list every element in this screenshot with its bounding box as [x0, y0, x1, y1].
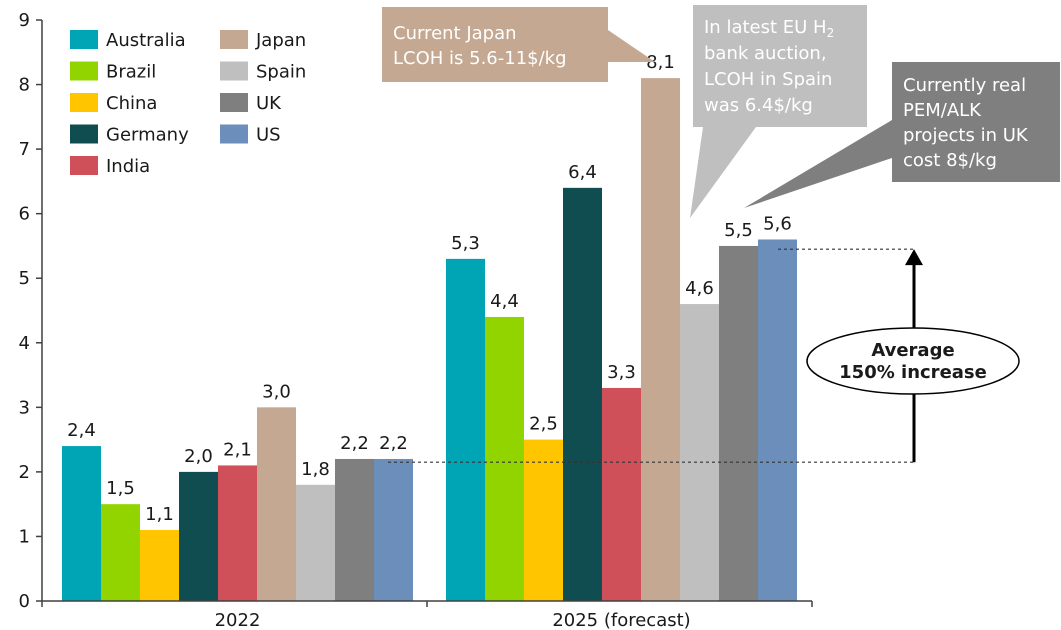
bar-china-1: [524, 439, 563, 601]
callout-uk: [744, 62, 1060, 208]
average-increase-text: Average: [871, 340, 954, 361]
legend-label: US: [256, 125, 281, 146]
data-label: 2,4: [67, 420, 96, 441]
data-label: 2,5: [529, 414, 558, 435]
data-label: 5,6: [763, 213, 792, 234]
legend-label: UK: [256, 93, 282, 114]
y-tick-label: 5: [19, 268, 30, 289]
bar-uk-1: [719, 245, 758, 601]
data-label: 4,6: [685, 278, 714, 299]
increase-arrow-head: [905, 249, 923, 266]
average-increase-ellipse: [806, 327, 1020, 395]
callout-japan-text: LCOH is 5.6-11$/kg: [393, 48, 567, 69]
data-label: 1,8: [301, 459, 330, 480]
y-tick-label: 0: [19, 591, 30, 612]
callout-uk-text: cost 8$/kg: [903, 150, 997, 171]
legend-swatch: [220, 30, 248, 49]
bar-brazil-0: [101, 504, 140, 601]
y-tick-label: 3: [19, 397, 30, 418]
legend-label: Australia: [106, 30, 186, 51]
data-label: 2,2: [379, 433, 408, 454]
legend-swatch: [70, 124, 98, 144]
callout-spain-text: In latest EU H2: [704, 17, 834, 40]
callout-spain: [690, 5, 867, 218]
legend-swatch: [70, 156, 98, 175]
legend-swatch: [220, 61, 248, 81]
legend-label: Spain: [256, 62, 306, 83]
bar-australia-1: [446, 258, 485, 601]
bar-india-1: [602, 387, 641, 601]
bar-us-0: [374, 458, 413, 601]
legend-swatch: [70, 61, 98, 81]
data-label: 3,0: [262, 381, 291, 402]
y-tick-label: 7: [19, 139, 30, 160]
legend-swatch: [70, 30, 98, 49]
bar-china-0: [140, 529, 179, 601]
bar-spain-0: [296, 484, 335, 601]
bar-india-0: [218, 465, 257, 601]
axes-layer: 0 1 2 3 4 5 6 7 8 9 2022 2025 (forecast): [19, 10, 813, 630]
legend-swatch: [70, 93, 98, 112]
data-label: 6,4: [568, 162, 597, 183]
legend-label: Brazil: [106, 62, 156, 83]
bar-australia-0: [62, 446, 101, 601]
data-label: 5,5: [724, 220, 753, 241]
bar-brazil-1: [485, 316, 524, 601]
callout-spain-text: LCOH in Spain: [704, 69, 832, 90]
legend-label: China: [106, 93, 157, 114]
bars-layer: [62, 78, 797, 602]
data-label: 2,1: [223, 439, 252, 460]
bar-germany-0: [179, 471, 218, 601]
callout-spain-text: bank auction,: [704, 43, 827, 64]
callout-spain-text: was 6.4$/kg: [704, 95, 813, 116]
data-labels-layer: 2,4 5,3 1,5 4,4 1,1 2,5 2,0 6,4 2,1 3,3 3,0 8,1 1,8 4…: [67, 52, 792, 525]
legend-label: Germany: [106, 125, 189, 146]
x-category-label: 2025 (forecast): [552, 610, 690, 630]
data-label: 3,3: [607, 362, 636, 383]
y-tick-label: 1: [19, 526, 30, 547]
bar-uk-0: [335, 458, 374, 601]
legend-swatch: [220, 93, 248, 112]
legend: Australia Brazil China Germany India Japan Spa…: [70, 30, 306, 177]
bar-germany-1: [563, 187, 602, 601]
data-label: 5,3: [451, 233, 480, 254]
callout-japan: [382, 7, 655, 82]
y-tick-label: 8: [19, 75, 30, 96]
data-label: 8,1: [646, 52, 675, 73]
data-label: 1,1: [145, 504, 174, 525]
y-tick-label: 4: [19, 333, 30, 354]
y-tick-label: 9: [19, 10, 30, 31]
annotations-layer: Current Japan LCOH is 5.6-11$/kg In latest…: [382, 5, 1060, 463]
average-increase-text: 150% increase: [839, 362, 987, 383]
data-label: 4,4: [490, 291, 519, 312]
callout-uk-text: PEM/ALK: [903, 100, 982, 121]
data-label: 2,0: [184, 446, 213, 467]
bar-us-1: [758, 239, 797, 601]
bar-japan-1: [641, 78, 680, 602]
legend-swatch: [220, 124, 248, 144]
callout-spain-subscript: 2: [827, 26, 835, 40]
bar-spain-1: [680, 304, 719, 601]
x-category-label: 2022: [215, 610, 261, 630]
data-label: 2,2: [340, 433, 369, 454]
y-tick-label: 6: [19, 204, 30, 225]
legend-label: Japan: [255, 30, 306, 51]
bar-japan-0: [257, 407, 296, 601]
legend-label: India: [106, 156, 150, 177]
callout-uk-text: projects in UK: [903, 125, 1029, 146]
data-label: 1,5: [106, 478, 135, 499]
callout-japan-text: Current Japan: [393, 23, 517, 44]
callout-uk-text: Currently real: [903, 75, 1026, 96]
y-tick-label: 2: [19, 462, 30, 483]
